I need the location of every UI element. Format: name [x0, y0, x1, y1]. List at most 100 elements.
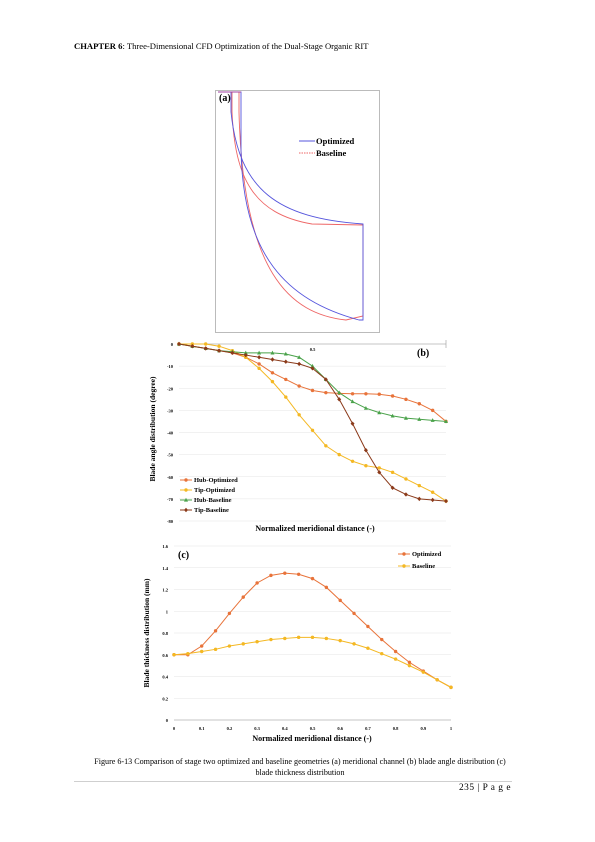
- legend-marker: [184, 488, 188, 492]
- data-point: [390, 470, 395, 475]
- legend-label: Tip-Baseline: [194, 507, 229, 514]
- data-point: [366, 624, 370, 629]
- data-point: [377, 392, 381, 396]
- data-point: [377, 466, 381, 470]
- data-point: [243, 352, 248, 358]
- data-point: [269, 573, 273, 578]
- data-point: [270, 350, 275, 355]
- data-point: [241, 642, 245, 646]
- x-tick-label: 0.2: [227, 726, 233, 731]
- data-point: [350, 399, 355, 404]
- legend-marker: [402, 552, 406, 556]
- y-tick-label: -10: [167, 364, 174, 369]
- data-point: [324, 636, 329, 641]
- data-point: [363, 448, 368, 453]
- chart-c-ylabel: Blade thickness distribution (mm): [142, 578, 151, 687]
- data-point: [310, 363, 315, 368]
- data-point: [444, 498, 448, 504]
- panel-label-b: (b): [417, 348, 429, 359]
- data-point: [377, 470, 382, 475]
- data-point: [255, 640, 259, 644]
- data-point: [390, 485, 395, 491]
- x-tick-label: 0.6: [337, 726, 343, 731]
- legend: Optimized Baseline: [398, 551, 442, 570]
- data-point: [284, 377, 288, 382]
- x-tick-label: 0.1: [199, 726, 205, 731]
- data-point: [430, 418, 435, 422]
- data-point: [310, 366, 315, 371]
- data-point: [430, 490, 435, 494]
- data-point: [449, 685, 453, 690]
- y-tick-label: 0: [166, 718, 169, 723]
- y-tick-label: 0.2: [162, 696, 168, 701]
- data-point: [270, 379, 275, 384]
- data-point: [257, 350, 262, 355]
- data-point: [417, 496, 422, 502]
- footer-divider: [74, 781, 512, 782]
- panel-label-a: (a): [219, 93, 231, 104]
- data-point: [337, 390, 342, 395]
- data-point: [296, 572, 301, 576]
- data-point: [390, 413, 395, 418]
- data-point: [283, 359, 288, 364]
- y-tick-label: -50: [167, 453, 174, 458]
- series-hub-optimized: [177, 342, 448, 424]
- data-point: [324, 390, 328, 395]
- data-point: [352, 611, 356, 616]
- data-point: [200, 644, 204, 648]
- data-point: [404, 397, 408, 402]
- data-point: [393, 657, 398, 661]
- figure-a-meridional-channel: (a) Optimized Baseline: [215, 90, 380, 333]
- y-tick-label: 1.6: [162, 544, 168, 549]
- data-point: [213, 647, 218, 652]
- data-point: [310, 388, 315, 393]
- data-point: [177, 341, 181, 347]
- data-point: [283, 571, 287, 575]
- legend-marker: [184, 507, 188, 513]
- figure-b-blade-angle-chart: Blade angle distribution (degree) Normal…: [148, 340, 448, 533]
- data-point: [190, 344, 195, 349]
- optimized-shroud-curve: [218, 91, 364, 321]
- data-point: [444, 419, 448, 424]
- y-tick-label: -70: [167, 497, 174, 502]
- data-point: [284, 395, 288, 399]
- baseline-shroud-curve: [219, 91, 364, 321]
- data-point: [350, 421, 355, 426]
- data-point: [227, 611, 232, 616]
- data-point: [323, 377, 328, 382]
- data-point: [257, 355, 262, 360]
- series-tip-baseline: [177, 341, 448, 504]
- data-point: [393, 649, 398, 654]
- data-point: [338, 638, 342, 643]
- y-tick-label: 1: [166, 609, 169, 614]
- legend-baseline: Baseline: [316, 148, 346, 158]
- data-point: [203, 346, 208, 351]
- legend-marker: [184, 478, 188, 482]
- x-tick-label: 1: [450, 726, 453, 731]
- data-point: [421, 670, 425, 674]
- data-point: [417, 483, 421, 488]
- x-tick-label: 0.9: [420, 726, 426, 731]
- legend-marker: [184, 497, 188, 502]
- x-tick-label: 0.8: [393, 726, 399, 731]
- legend-label: Hub-Optimized: [194, 477, 238, 484]
- chart-c-xlabel: Normalized meridional distance (-): [252, 734, 372, 743]
- data-point: [200, 649, 204, 654]
- data-point: [350, 392, 355, 396]
- data-point: [403, 415, 408, 420]
- y-tick-label: 1.4: [162, 566, 168, 571]
- data-point: [364, 463, 368, 468]
- data-point: [363, 405, 368, 410]
- data-point: [338, 598, 342, 603]
- data-point: [350, 459, 355, 463]
- data-point: [255, 581, 259, 585]
- y-tick-label: 0.6: [162, 653, 168, 658]
- data-point: [407, 660, 412, 665]
- series-baseline: [172, 635, 453, 690]
- series-line: [178, 343, 447, 422]
- data-point: [297, 413, 301, 417]
- legend: Hub-Optimized Tip-Optimized Hub-Baseline Ti…: [180, 477, 238, 514]
- legend-label: Tip-Optimized: [194, 487, 235, 494]
- data-point: [324, 444, 328, 448]
- data-point: [296, 635, 301, 640]
